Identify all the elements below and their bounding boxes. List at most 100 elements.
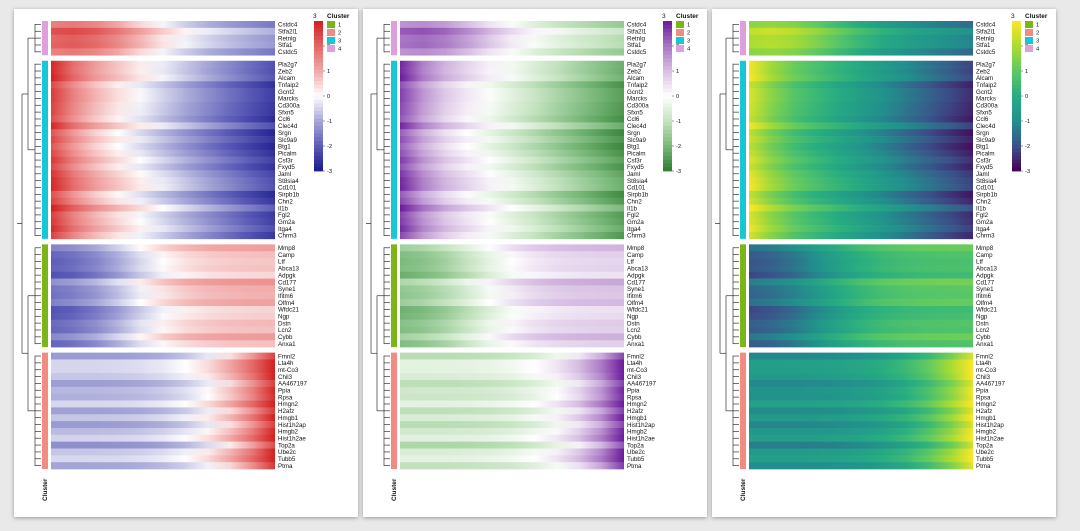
gene-label: Gcnt2 xyxy=(627,89,644,96)
gene-label: Cybb xyxy=(976,334,991,341)
heatmap-row xyxy=(400,232,624,240)
heatmap-row xyxy=(51,386,275,394)
colorbar-segment xyxy=(314,47,323,52)
colorbar-segment xyxy=(663,36,672,41)
colorbar-segment xyxy=(1012,133,1021,138)
gene-label: Hist1h2ae xyxy=(627,435,655,442)
colorbar-segment xyxy=(663,148,672,153)
gene-label: Rpsa xyxy=(627,394,642,401)
heatmap-row xyxy=(51,225,275,233)
heatmap-row xyxy=(51,156,275,164)
heatmap-row xyxy=(400,197,624,205)
gene-label: St8sia4 xyxy=(627,178,648,185)
heatmap-row xyxy=(51,271,275,279)
gene-label: Cd177 xyxy=(976,279,995,286)
heatmap-row xyxy=(749,366,973,374)
heatmap-row xyxy=(400,299,624,307)
heatmap-row xyxy=(749,278,973,286)
colorbar-segment xyxy=(663,141,672,146)
gene-label: Hmgn2 xyxy=(976,401,997,408)
cluster-legend: Cluster 1 2 3 4 xyxy=(1025,13,1048,53)
cluster-legend-title: Cluster xyxy=(327,13,350,20)
heatmap-row xyxy=(400,156,624,164)
cluster-legend-swatch xyxy=(1025,21,1033,28)
gene-label: Ngp xyxy=(976,314,988,321)
colorbar-segment xyxy=(663,122,672,127)
colorbar-segment xyxy=(314,126,323,131)
heatmap-row xyxy=(400,251,624,259)
heatmap-row xyxy=(51,366,275,374)
colorbar-segment xyxy=(314,141,323,146)
heatmap-row xyxy=(400,407,624,415)
gene-label: Ifitm6 xyxy=(627,293,643,300)
colorbar-segment xyxy=(663,156,672,161)
gene-label: Marcks xyxy=(976,96,996,103)
cluster-annotation-bar xyxy=(391,352,397,470)
cluster-annotation-bar xyxy=(42,244,48,348)
colorbar-segment xyxy=(1012,141,1021,146)
colorbar-segment xyxy=(314,88,323,93)
gene-label: Retnlg xyxy=(278,35,296,42)
gene-label: Ccl6 xyxy=(278,116,291,123)
heatmap-row xyxy=(51,142,275,151)
heatmap-row xyxy=(749,264,973,273)
dendrogram xyxy=(17,24,41,467)
colorbar-segment xyxy=(1012,69,1021,74)
gene-label: mt-Co3 xyxy=(627,367,648,374)
colorbar-segment xyxy=(314,32,323,37)
colorbar-segment xyxy=(1012,122,1021,127)
gene-label: AA467197 xyxy=(278,381,307,388)
colorbar-segment xyxy=(1012,24,1021,29)
gene-label: Syne1 xyxy=(976,286,994,293)
gene-label: Ltf xyxy=(278,259,285,266)
cluster-legend-label: 4 xyxy=(338,47,342,53)
heatmap-row xyxy=(51,326,275,334)
heatmap-row xyxy=(749,299,973,307)
colorbar-segment xyxy=(663,103,672,108)
heatmap-row xyxy=(51,122,275,130)
gene-label: Tnfaip2 xyxy=(976,82,997,89)
gene-label: Tubb5 xyxy=(627,456,645,463)
colorbar-segment xyxy=(314,152,323,157)
heatmap-row xyxy=(51,448,275,456)
gene-label: Chrm3 xyxy=(976,233,995,240)
cluster-legend-swatch xyxy=(676,45,684,52)
colorbar-segment xyxy=(1012,156,1021,161)
colorbar-segment xyxy=(1012,126,1021,131)
heatmap-row xyxy=(400,129,624,137)
heatmap-row xyxy=(400,386,624,394)
gene-label: Ifitm6 xyxy=(976,293,992,300)
heatmap-row xyxy=(400,258,624,266)
heatmap-row xyxy=(400,48,624,56)
cluster-legend-label: 4 xyxy=(1036,47,1040,53)
heatmap-row xyxy=(51,81,275,89)
heatmap-row xyxy=(51,177,275,185)
gene-label: Hist1h2ap xyxy=(278,422,306,429)
heatmap-row xyxy=(749,88,973,96)
colorbar-segment xyxy=(314,21,323,26)
cluster-legend-swatch xyxy=(1025,45,1033,52)
heatmap-row xyxy=(51,88,275,96)
cluster-legend-label: 2 xyxy=(1036,31,1039,37)
colorbar-segment xyxy=(314,73,323,78)
gene-label: Gm2a xyxy=(278,219,295,226)
gene-label: Mmp8 xyxy=(278,245,296,252)
colorbar-segment xyxy=(1012,118,1021,123)
colorbar-tick-label: 1 xyxy=(1025,69,1028,75)
heatmap-row xyxy=(400,136,624,144)
heatmap-row xyxy=(400,421,624,429)
heatmap-row xyxy=(400,41,624,49)
heatmap-row xyxy=(749,115,973,123)
colorbar-segment xyxy=(663,126,672,131)
heatmap-row xyxy=(749,21,973,29)
dendrogram-branch xyxy=(17,93,23,354)
heatmap-row xyxy=(51,251,275,259)
colorbar-segment xyxy=(1012,167,1021,172)
heatmap-row xyxy=(51,67,275,75)
cluster-legend-label: 1 xyxy=(338,23,341,29)
heatmap-row xyxy=(400,264,624,273)
colorbar-segment xyxy=(1012,163,1021,168)
heatmap-row xyxy=(51,232,275,240)
